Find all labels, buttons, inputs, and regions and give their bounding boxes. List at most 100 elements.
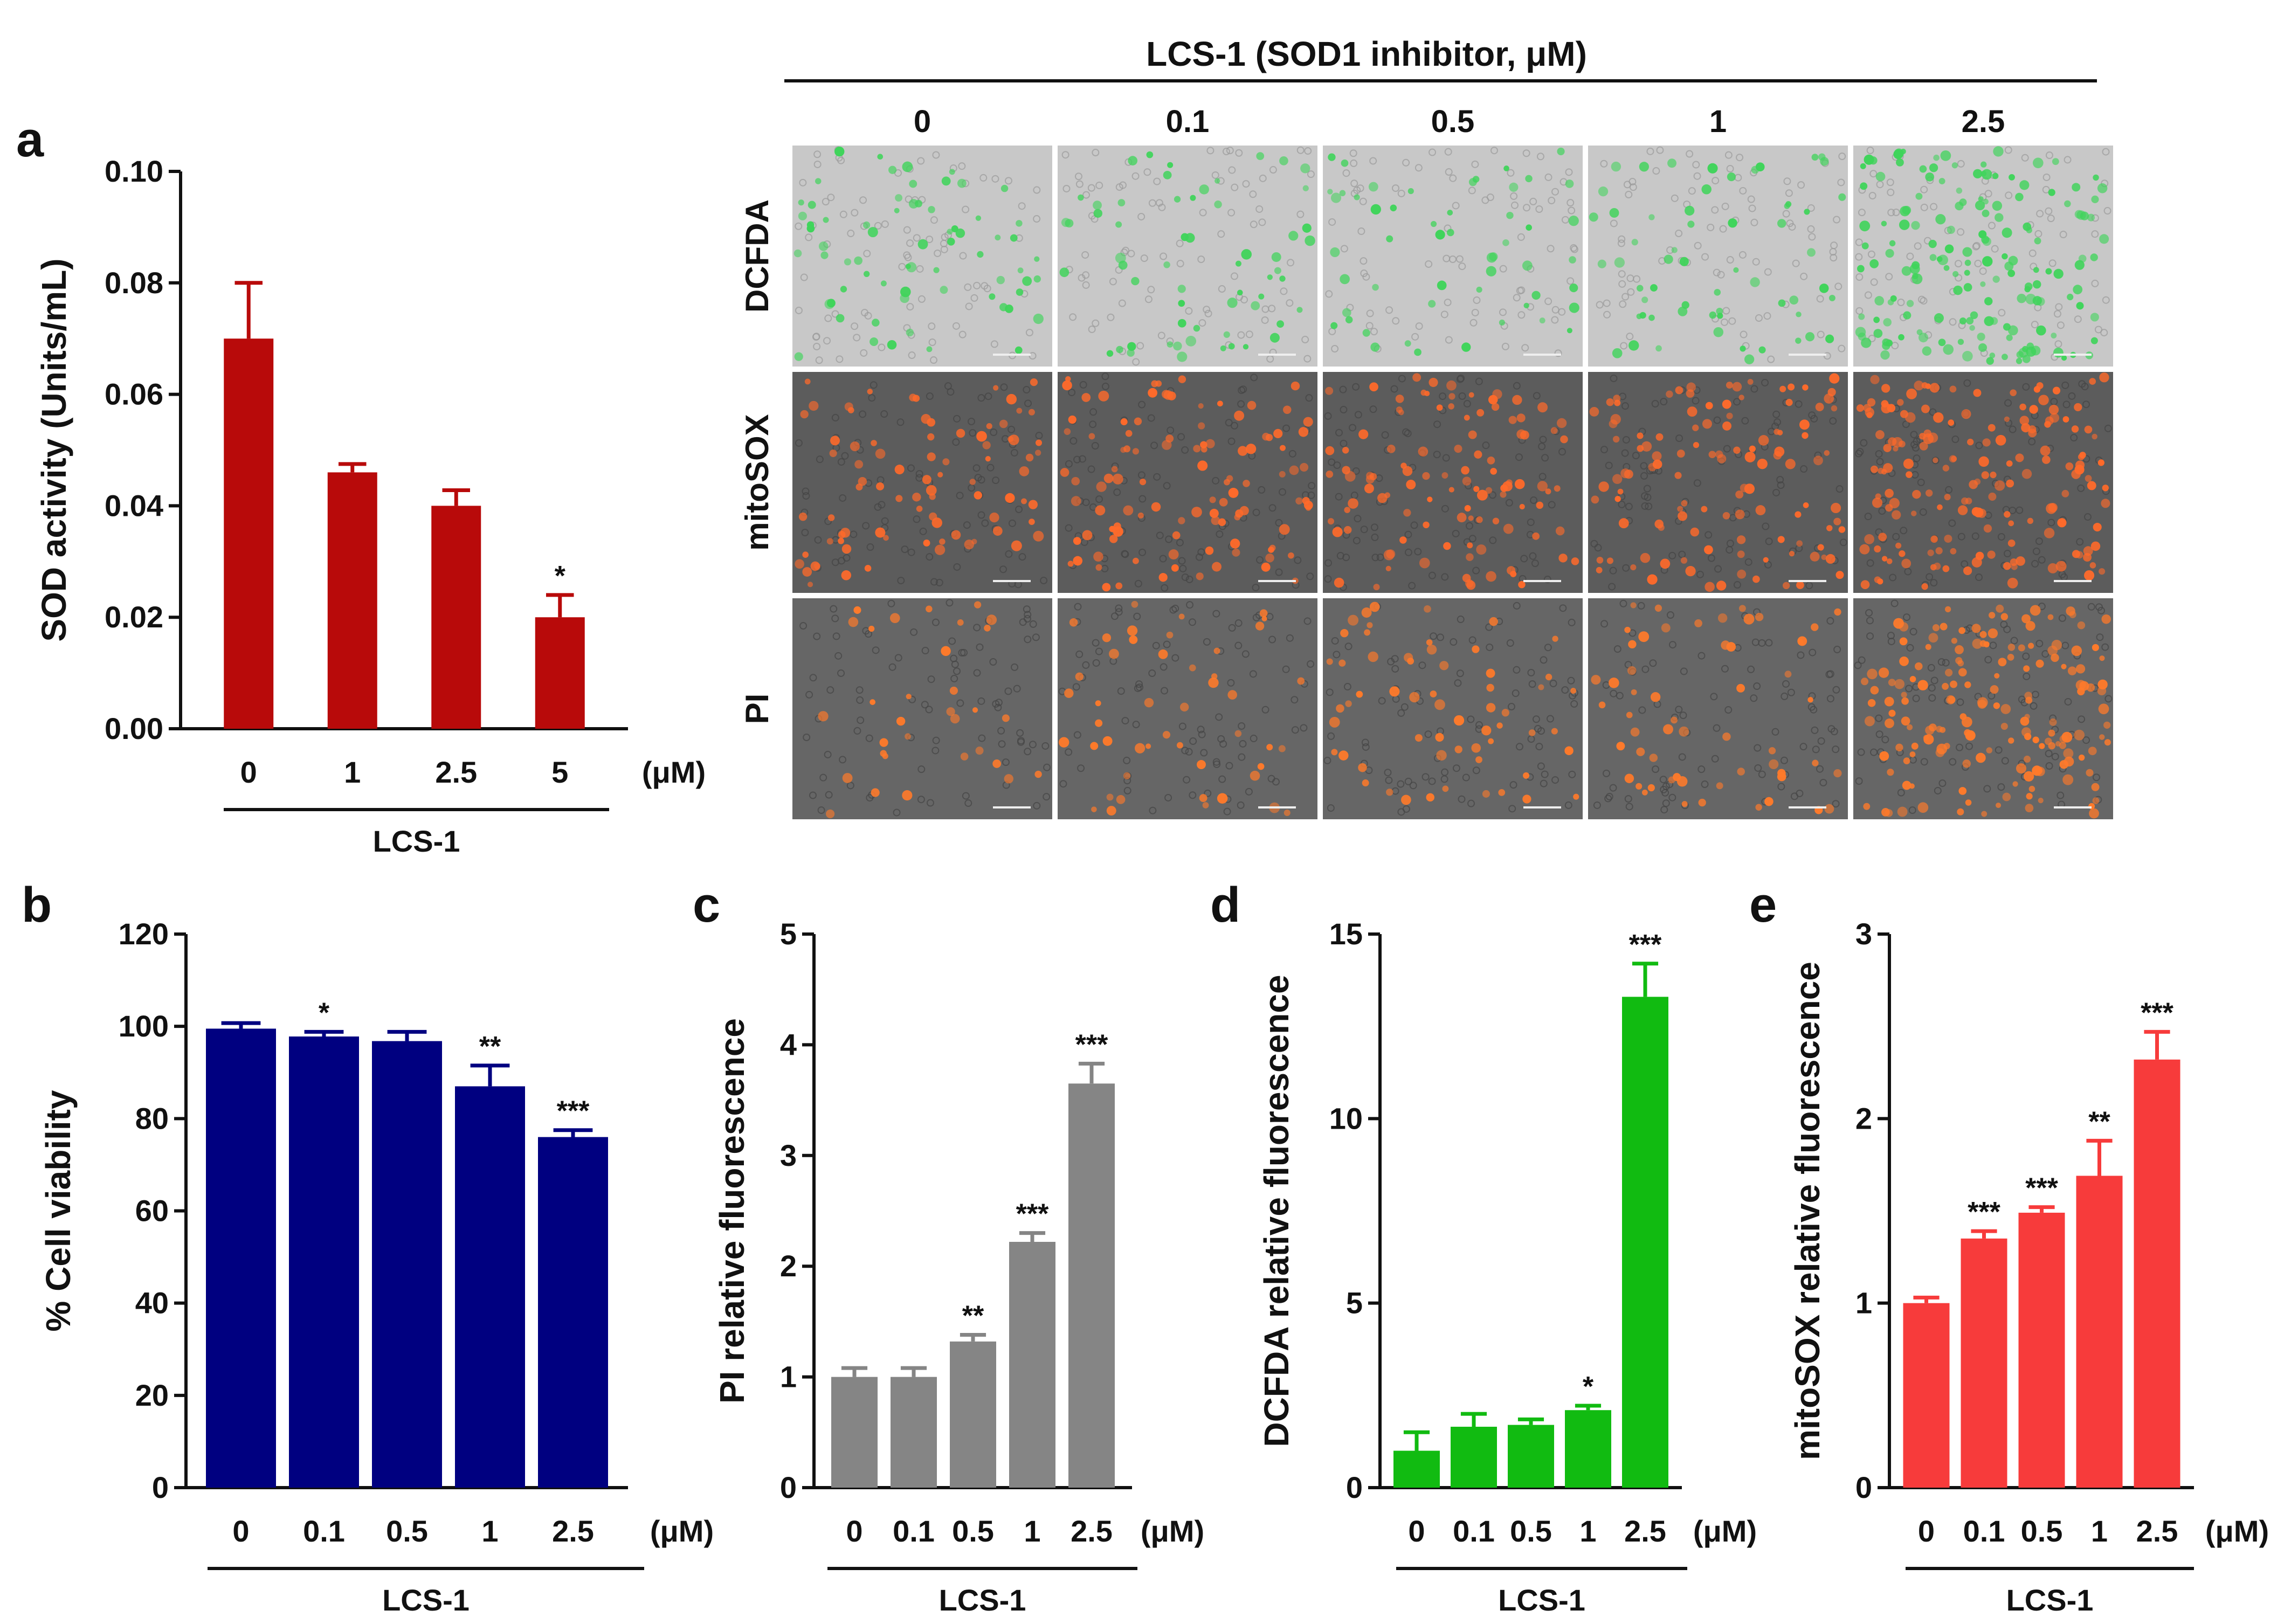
fluorescent-cell xyxy=(1082,530,1093,541)
fluorescent-cell xyxy=(880,280,887,287)
cell-outline xyxy=(1333,461,1341,469)
bar-2.5 xyxy=(538,1137,608,1488)
cell-outline xyxy=(868,394,876,402)
fluorescent-cell xyxy=(2084,570,2095,581)
fluorescent-cell xyxy=(2092,644,2099,651)
unit-label: (μM) xyxy=(2205,1514,2269,1548)
fluorescent-cell xyxy=(951,225,958,233)
bar-1 xyxy=(327,472,377,729)
bar-2.5 xyxy=(431,506,481,729)
cell-outline xyxy=(1230,272,1238,280)
cell-outline xyxy=(1301,336,1309,344)
fluorescent-cell xyxy=(798,512,808,521)
cell-outline xyxy=(2054,340,2062,348)
cell-outline xyxy=(1489,536,1497,544)
cell-outline xyxy=(1640,462,1648,470)
fluorescent-cell xyxy=(1909,264,1920,274)
fluorescent-cell xyxy=(1368,651,1378,662)
cell-outline xyxy=(1385,306,1393,314)
fluorescent-cell xyxy=(888,165,897,174)
fluorescent-cell xyxy=(1224,479,1230,486)
cell-outline xyxy=(1359,197,1367,205)
fluorescent-cell xyxy=(1364,629,1371,636)
fluorescent-cell xyxy=(1256,152,1265,160)
cell-outline xyxy=(1774,418,1782,426)
fluorescent-cell xyxy=(1893,618,1904,629)
fluorescent-cell xyxy=(1727,172,1736,182)
cell-outline xyxy=(1282,665,1290,673)
cell-outline xyxy=(1160,663,1168,671)
fluorescent-cell xyxy=(1774,446,1785,457)
fluorescent-cell xyxy=(1430,220,1437,227)
fluorescent-cell xyxy=(1917,802,1929,813)
cell-outline xyxy=(1819,779,1827,787)
cell-outline xyxy=(1185,575,1193,583)
fluorescent-cell xyxy=(1267,274,1273,280)
fluorescent-cell xyxy=(1671,247,1678,253)
cell-outline xyxy=(837,458,845,466)
cell-outline xyxy=(1875,714,1883,722)
cell-outline xyxy=(1123,786,1131,794)
cell-outline xyxy=(1228,624,1236,632)
micrograph-tile xyxy=(1323,146,1583,367)
fluorescent-cell xyxy=(1859,220,1871,232)
cell-outline xyxy=(1279,488,1287,496)
cell-outline xyxy=(1997,783,2005,791)
cell-outline xyxy=(977,394,985,402)
fluorescent-cell xyxy=(1897,806,1908,817)
fluorescent-cell xyxy=(1035,439,1043,446)
cell-outline xyxy=(2096,633,2104,641)
cell-outline xyxy=(1366,309,1374,317)
fluorescent-cell xyxy=(1011,540,1022,551)
cell-outline xyxy=(903,251,911,259)
cell-outline xyxy=(1726,256,1734,264)
fluorescent-cell xyxy=(1454,745,1462,754)
fluorescent-cell xyxy=(1332,527,1343,537)
fluorescent-cell xyxy=(1407,658,1414,665)
fluorescent-cell xyxy=(1951,455,1957,462)
fluorescent-cell xyxy=(926,485,937,496)
cell-outline xyxy=(1448,255,1457,263)
cell-outline xyxy=(857,716,865,724)
cell-outline xyxy=(2057,321,2065,329)
fluorescent-cell xyxy=(1919,165,1927,173)
cell-outline xyxy=(1015,506,1023,514)
fluorescent-cell xyxy=(1965,497,1972,505)
fluorescent-cell xyxy=(1539,317,1545,324)
fluorescent-cell xyxy=(2090,313,2099,322)
cell-outline xyxy=(994,703,1002,711)
panel-letter-d: d xyxy=(1210,877,1240,932)
cell-outline xyxy=(831,310,839,318)
fluorescent-cell xyxy=(1296,307,1303,313)
cell-outline xyxy=(1384,769,1392,777)
cell-outline xyxy=(2078,715,2086,723)
fluorescent-cell xyxy=(1912,489,1921,499)
cell-outline xyxy=(1397,709,1405,717)
micrograph-tile-bg xyxy=(792,598,1052,819)
cell-outline xyxy=(1546,715,1554,723)
cell-outline xyxy=(1696,570,1704,578)
fluorescent-cell xyxy=(1953,285,1963,295)
fluorescent-cell xyxy=(1919,441,1928,451)
fluorescent-cell xyxy=(1901,716,1910,726)
cell-outline xyxy=(1721,665,1729,673)
fluorescent-cell xyxy=(1334,577,1344,588)
fluorescent-cell xyxy=(2078,254,2087,263)
fluorescent-cell xyxy=(887,340,897,350)
fluorescent-cell xyxy=(1906,300,1914,307)
x-tick-label: 0.5 xyxy=(1510,1514,1552,1548)
fluorescent-cell xyxy=(1139,478,1147,486)
cell-outline xyxy=(1418,661,1426,669)
cell-outline xyxy=(997,727,1005,735)
cell-outline xyxy=(1600,446,1609,454)
cell-outline xyxy=(962,205,970,213)
fluorescent-cell xyxy=(1106,350,1114,357)
cell-outline xyxy=(1983,785,1991,793)
fluorescent-cell xyxy=(1298,427,1309,437)
cell-outline xyxy=(1515,453,1523,461)
cell-outline xyxy=(1693,479,1701,487)
fluorescent-cell xyxy=(1777,219,1786,228)
cell-outline xyxy=(1855,777,1863,785)
fluorescent-cell xyxy=(1932,624,1940,632)
